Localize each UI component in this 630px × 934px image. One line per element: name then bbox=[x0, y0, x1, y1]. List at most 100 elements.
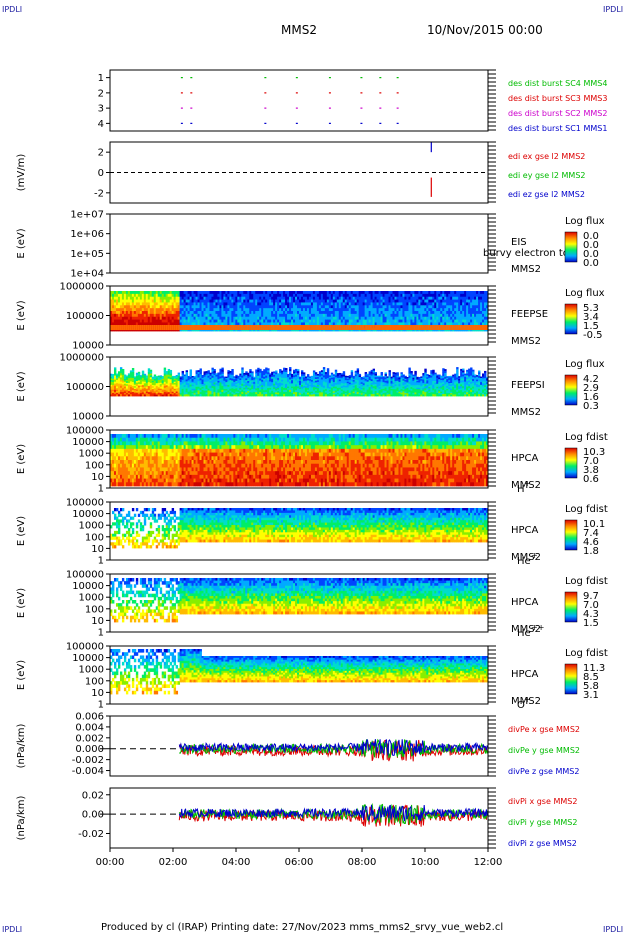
feepse-low-energy-band bbox=[291, 325, 294, 330]
feepsi-spectrogram-cell bbox=[195, 373, 198, 377]
feepse-low-energy-band bbox=[281, 325, 284, 330]
feepsi-spectrogram-cell bbox=[352, 394, 356, 397]
feepse-spectrogram-cell bbox=[289, 299, 292, 303]
feepse-spectrogram-cell bbox=[464, 316, 467, 320]
feepsi-spectrogram-cell bbox=[141, 388, 145, 391]
feepsi-spectrogram-cell bbox=[289, 379, 292, 382]
feepsi-spectrogram-cell bbox=[374, 389, 377, 392]
feepse-spectrogram-cell bbox=[227, 291, 230, 295]
feepsi-spectrogram-cell bbox=[133, 389, 137, 391]
feepse-spectrogram-cell bbox=[340, 299, 344, 303]
feepse-spectrogram-cell bbox=[412, 293, 415, 298]
feepse-spectrogram-cell bbox=[239, 293, 242, 298]
feepse-spectrogram-cell bbox=[342, 291, 346, 295]
feepse-spectrogram-cell bbox=[121, 291, 125, 295]
feepse-spectrogram-cell bbox=[243, 299, 246, 303]
feepsi-spectrogram-cell bbox=[111, 383, 115, 386]
feepsi-spectrogram-cell bbox=[306, 386, 310, 389]
feepsi-spectrogram-cell bbox=[127, 394, 131, 397]
feepsi-spectrogram-cell bbox=[291, 386, 294, 389]
feepsi-spectrogram-cell bbox=[249, 378, 252, 382]
feepsi-spectrogram-cell bbox=[326, 378, 330, 381]
feepse-spectrogram-cell bbox=[464, 291, 467, 295]
feepsi-spectrogram-cell bbox=[368, 376, 372, 379]
feepsi-spectrogram-cell bbox=[287, 388, 290, 391]
feepsi-spectrogram-cell bbox=[346, 375, 350, 378]
feepsi-spectrogram-cell bbox=[161, 381, 165, 384]
feepsi-spectrogram-cell bbox=[143, 394, 147, 397]
feepse-spectrogram-cell bbox=[149, 316, 153, 320]
feepsi-spectrogram-cell bbox=[334, 382, 338, 386]
feepsi-spectrogram-cell bbox=[177, 379, 181, 382]
feepsi-spectrogram-cell bbox=[247, 392, 250, 395]
feepsi-spectrogram-cell bbox=[283, 375, 286, 379]
feepsi-spectrogram-cell bbox=[191, 393, 194, 395]
feepse-spectrogram-cell bbox=[283, 322, 286, 326]
feepsi-spectrogram-cell bbox=[287, 394, 290, 397]
feepsi-spectrogram-cell bbox=[255, 369, 258, 372]
feepse-spectrogram-cell bbox=[390, 293, 393, 298]
feepsi-spectrogram-cell bbox=[217, 385, 220, 389]
feepse-spectrogram-cell bbox=[428, 296, 431, 300]
feepse-spectrogram-cell bbox=[480, 293, 483, 298]
feepse-spectrogram-cell bbox=[135, 299, 139, 303]
feepsi-spectrogram-cell bbox=[310, 393, 314, 395]
feepse-spectrogram-cell bbox=[265, 305, 268, 309]
feepse-low-energy-band bbox=[352, 325, 356, 330]
eis-plot-area bbox=[110, 214, 488, 273]
feepse-spectrogram-cell bbox=[476, 293, 479, 298]
feepsi-spectrogram-cell bbox=[173, 381, 177, 384]
feepse-spectrogram-cell bbox=[352, 319, 356, 323]
feepse-spectrogram-cell bbox=[147, 299, 151, 303]
feepse-spectrogram-cell bbox=[474, 308, 477, 312]
feepsi-spectrogram-cell bbox=[340, 376, 344, 379]
feepse-spectrogram-cell bbox=[251, 302, 254, 306]
feepsi-spectrogram-cell bbox=[237, 377, 240, 380]
feepse-spectrogram-cell bbox=[253, 319, 256, 323]
feepse-spectrogram-cell bbox=[442, 299, 445, 303]
feepse-low-energy-band bbox=[414, 325, 417, 330]
feepsi-spectrogram-cell bbox=[293, 377, 296, 380]
feepsi-spectrogram-cell bbox=[342, 374, 346, 377]
feepsi-spectrogram-cell bbox=[115, 381, 119, 384]
feepse-spectrogram-cell bbox=[283, 305, 286, 309]
feepsi-spectrogram-cell bbox=[326, 394, 330, 397]
feepse-spectrogram-cell bbox=[235, 296, 238, 300]
feepsi-spectrogram-cell bbox=[221, 393, 224, 397]
feepse-spectrogram-cell bbox=[432, 316, 435, 320]
feepse-spectrogram-cell bbox=[468, 296, 471, 300]
feepse-spectrogram-cell bbox=[410, 299, 413, 303]
feepse-spectrogram-cell bbox=[125, 293, 129, 298]
feepse-spectrogram-cell bbox=[143, 299, 147, 303]
feepsi-spectrogram-cell bbox=[322, 389, 326, 393]
feepse-low-energy-band bbox=[261, 325, 264, 330]
feepsi-spectrogram-cell bbox=[281, 383, 284, 386]
feepse-spectrogram-cell bbox=[380, 305, 383, 309]
feepse-spectrogram-cell bbox=[438, 302, 441, 306]
feepse-spectrogram-cell bbox=[438, 293, 441, 298]
feepse-spectrogram-cell bbox=[251, 291, 254, 295]
feepsi-spectrogram-cell bbox=[235, 385, 238, 388]
feepse-spectrogram-cell bbox=[110, 313, 113, 318]
feepsi-spectrogram-cell bbox=[364, 384, 368, 387]
feepse-spectrogram-cell bbox=[398, 293, 401, 298]
feepsi-spectrogram-cell bbox=[320, 392, 324, 395]
feepsi-spectrogram-cell bbox=[299, 387, 302, 390]
feepse-spectrogram-cell bbox=[480, 319, 483, 323]
feepse-spectrogram-cell bbox=[287, 316, 290, 320]
feepse-spectrogram-cell bbox=[273, 299, 276, 303]
feepse-spectrogram-cell bbox=[255, 311, 258, 315]
feepsi-spectrogram-cell bbox=[201, 374, 204, 377]
feepse-spectrogram-cell bbox=[143, 293, 147, 298]
feepse-spectrogram-cell bbox=[332, 319, 336, 323]
feepsi-spectrogram-cell bbox=[386, 388, 389, 391]
feepsi-spectrogram-cell bbox=[253, 383, 256, 386]
feepse-spectrogram-cell bbox=[486, 299, 489, 303]
feepse-spectrogram-cell bbox=[410, 302, 413, 306]
feepsi-spectrogram-cell bbox=[237, 385, 240, 388]
feepse-spectrogram-cell bbox=[299, 293, 302, 298]
feepsi-spectrogram-cell bbox=[235, 376, 238, 379]
feepse-spectrogram-cell bbox=[285, 316, 288, 320]
feepsi-spectrogram-cell bbox=[257, 385, 260, 389]
feepse-spectrogram-cell bbox=[169, 293, 173, 298]
